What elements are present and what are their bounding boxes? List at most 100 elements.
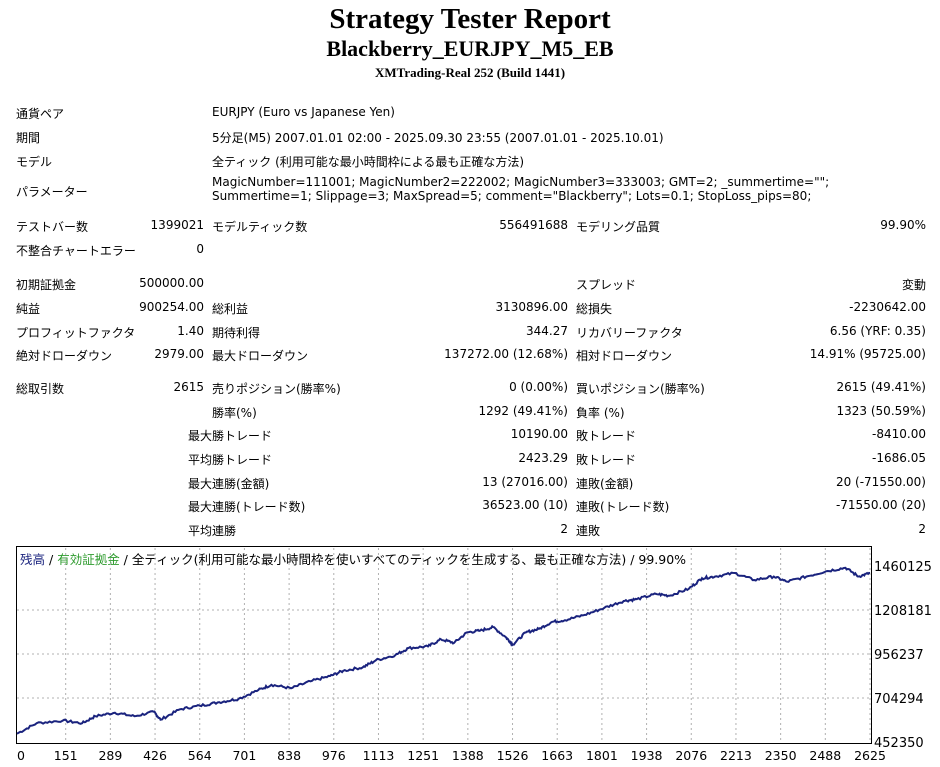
info-label: 通貨ペア	[16, 107, 65, 121]
stat-label: 総損失	[576, 302, 613, 316]
stat-value: 900254.00	[139, 300, 204, 314]
x-tick-label: 2213	[720, 748, 752, 763]
server-build: XMTrading-Real 252 (Build 1441)	[374, 65, 566, 80]
stat-label: スプレッド	[576, 278, 637, 292]
stat-prefix: 最大	[187, 429, 212, 443]
x-tick-label: 0	[17, 748, 25, 763]
stat-label: 売りポジション(勝率%)	[212, 382, 341, 396]
x-tick-label: 2350	[765, 748, 797, 763]
stat-label: 敗トレード	[576, 429, 637, 443]
expert-name: Blackberry_EURJPY_M5_EB	[326, 36, 614, 61]
stat-label: 絶対ドローダウン	[16, 349, 113, 363]
stat-value: 2423.29	[518, 451, 568, 465]
x-tick-label: 2488	[809, 748, 841, 763]
stat-label: 勝率(%)	[212, 406, 257, 420]
y-tick-label: 452350	[874, 736, 924, 751]
legend-balance: 残高	[20, 552, 46, 567]
stat-label: 負率 (%)	[576, 406, 625, 420]
chart-legend: 残高 / 有効証拠金 / 全ティック(利用可能な最小時間枠を使いすべてのティック…	[20, 549, 686, 568]
y-tick-label: 956237	[874, 648, 924, 663]
legend-equity: 有効証拠金	[57, 552, 120, 567]
x-tick-label: 1663	[541, 748, 573, 763]
stat-label: 期待利得	[212, 326, 261, 340]
stat-label: モデリング品質	[576, 220, 661, 234]
stat-value: 変動	[901, 278, 926, 292]
x-tick-label: 838	[277, 748, 301, 763]
x-tick-label: 1801	[586, 748, 618, 763]
stat-value: 2	[918, 522, 926, 536]
x-tick-label: 426	[143, 748, 167, 763]
stat-label: 買いポジション(勝率%)	[576, 382, 705, 396]
stat-label: モデルティック数	[212, 220, 308, 234]
stat-value: 13 (27016.00)	[482, 475, 568, 489]
stat-value: 2979.00	[154, 347, 204, 361]
x-tick-label: 1113	[363, 748, 395, 763]
stat-value: 14.91% (95725.00)	[809, 347, 926, 361]
stat-value: -71550.00 (20)	[835, 498, 926, 512]
x-tick-label: 151	[54, 748, 78, 763]
stat-label: 相対ドローダウン	[576, 349, 673, 363]
info-label: モデル	[16, 155, 53, 169]
x-tick-label: 2625	[854, 748, 886, 763]
stat-label: 総取引数	[16, 382, 65, 396]
stat-value: 3130896.00	[495, 300, 568, 314]
stat-value: 2615 (49.41%)	[836, 380, 926, 394]
stat-prefix: 平均	[187, 524, 212, 538]
info-label: 期間	[16, 131, 41, 145]
stat-label: 勝トレード	[212, 429, 273, 443]
stat-value: -2230642.00	[849, 300, 926, 314]
x-tick-label: 564	[188, 748, 212, 763]
stat-label: 連勝(金額)	[212, 477, 270, 491]
y-tick-label: 704294	[874, 692, 924, 707]
legend-description: / 全ティック(利用可能な最小時間枠を使いすべてのティックを生成する、最も正確な…	[119, 552, 687, 567]
x-tick-label: 1938	[631, 748, 663, 763]
stat-value: 0	[196, 242, 204, 256]
x-tick-label: 2076	[675, 748, 707, 763]
stat-value: 1323 (50.59%)	[836, 404, 926, 418]
x-tick-label: 976	[322, 748, 346, 763]
stat-value: 137272.00 (12.68%)	[444, 347, 568, 361]
stat-value: 556491688	[499, 218, 568, 232]
stat-label: プロフィットファクタ	[16, 326, 136, 340]
stat-label: 勝トレード	[212, 453, 273, 467]
info-value: 5分足(M5) 2007.01.01 02:00 - 2025.09.30 23…	[212, 131, 664, 145]
stat-label: 初期証拠金	[16, 278, 77, 292]
stat-label: 連敗(トレード数)	[576, 500, 670, 514]
info-value: 全ティック (利用可能な最小時間枠による最も正確な方法)	[212, 155, 525, 169]
y-tick-label: 1460125	[874, 560, 932, 575]
stat-value: 6.56 (YRF: 0.35)	[829, 324, 926, 338]
x-tick-label: 1388	[452, 748, 484, 763]
stat-value: 20 (-71550.00)	[835, 475, 926, 489]
stat-value: 1399021	[150, 218, 204, 232]
stat-prefix: 平均	[187, 453, 212, 467]
stat-prefix: 最大	[187, 477, 212, 491]
y-tick-label: 1208181	[874, 604, 932, 619]
x-tick-label: 1251	[407, 748, 439, 763]
report-title: Strategy Tester Report	[329, 3, 611, 35]
stat-label: 連敗(金額)	[576, 477, 634, 491]
stat-label: 総利益	[212, 302, 249, 316]
stat-label: 最大ドローダウン	[212, 349, 309, 363]
stat-value: 0 (0.00%)	[509, 380, 568, 394]
stat-value: 500000.00	[139, 276, 204, 290]
stat-value: 1292 (49.41%)	[478, 404, 568, 418]
x-tick-label: 289	[98, 748, 122, 763]
stat-prefix: 最大	[187, 500, 212, 514]
balance-line	[16, 566, 871, 735]
stat-value: -8410.00	[872, 427, 926, 441]
legend-separator: /	[45, 552, 58, 567]
stat-label: リカバリーファクタ	[576, 326, 683, 340]
balance-chart	[16, 546, 872, 744]
stat-value: 2	[560, 522, 568, 536]
stat-value: -1686.05	[872, 451, 926, 465]
stat-label: 敗トレード	[576, 453, 637, 467]
x-tick-label: 701	[232, 748, 256, 763]
stat-value: 344.27	[526, 324, 568, 338]
stat-value: 36523.00 (10)	[482, 498, 568, 512]
stat-value: 2615	[173, 380, 204, 394]
stat-label: 純益	[16, 302, 41, 316]
stat-label: テストバー数	[16, 220, 89, 234]
stat-label: 連敗	[576, 524, 601, 538]
stat-value: 10190.00	[510, 427, 568, 441]
